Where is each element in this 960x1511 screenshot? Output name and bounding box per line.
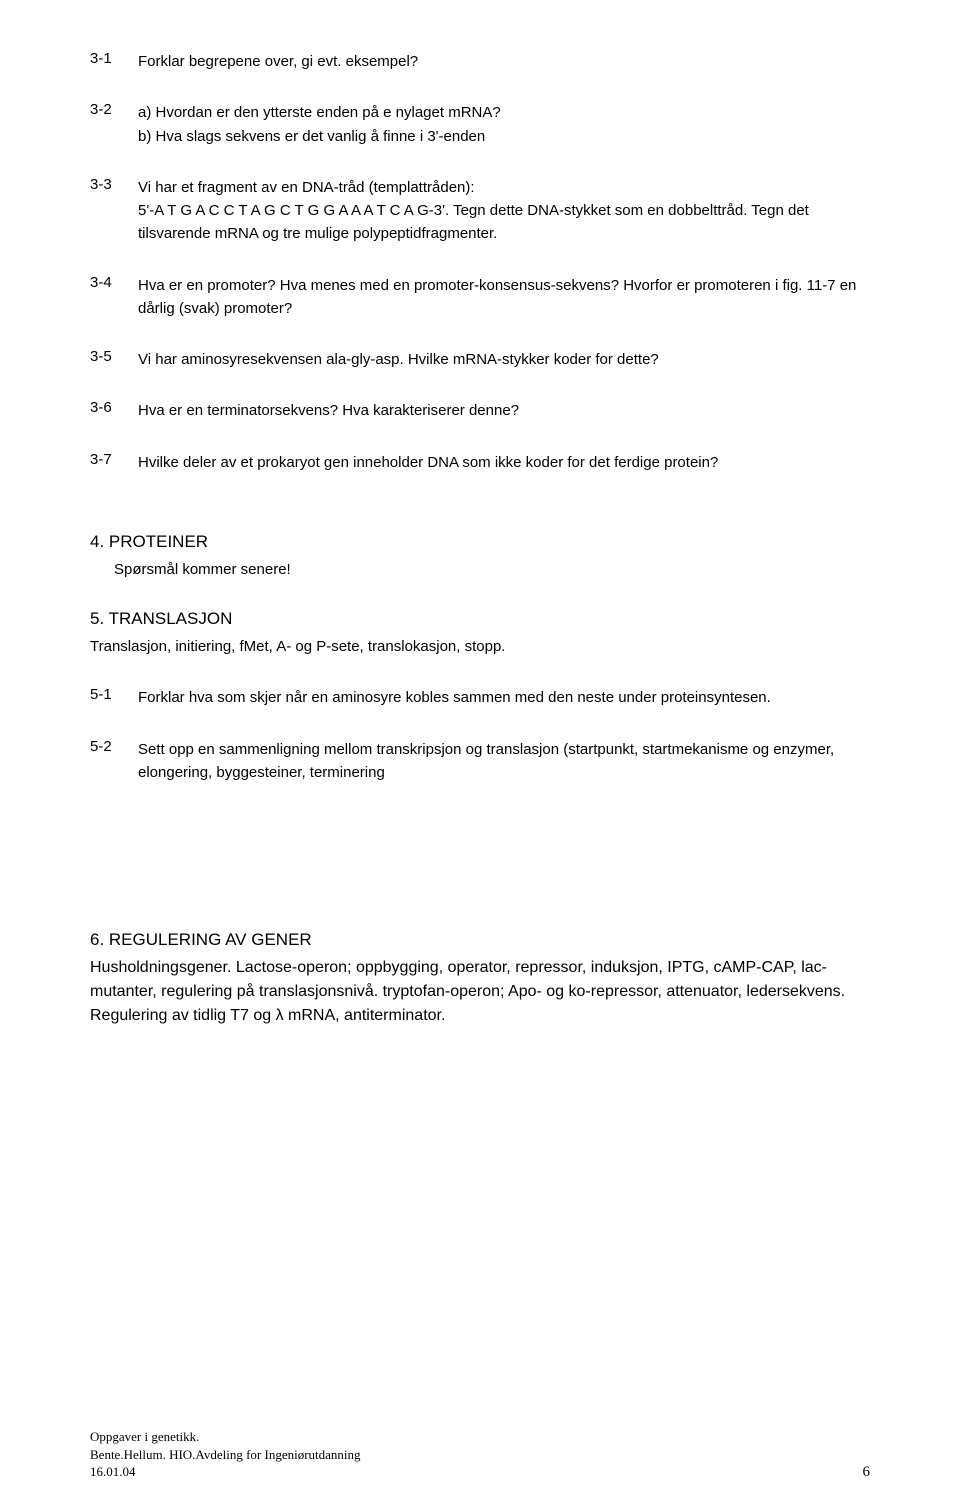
- q-text: Vi har et fragment av en DNA-tråd (templ…: [138, 176, 870, 246]
- q-number: 5-1: [90, 686, 138, 709]
- footer-line-2: Bente.Hellum. HIO.Avdeling for Ingeniøru…: [90, 1446, 361, 1464]
- question-3-3: 3-3 Vi har et fragment av en DNA-tråd (t…: [90, 176, 870, 246]
- q-text: Forklar hva som skjer når en aminosyre k…: [138, 686, 870, 709]
- q-number: 3-7: [90, 451, 138, 474]
- section-6-title: 6. REGULERING AV GENER: [90, 930, 870, 950]
- q-text: a) Hvordan er den ytterste enden på e ny…: [138, 101, 870, 148]
- question-5-2: 5-2 Sett opp en sammenligning mellom tra…: [90, 738, 870, 785]
- q-number: 3-3: [90, 176, 138, 246]
- section-4-title: 4. PROTEINER: [90, 532, 870, 552]
- question-3-4: 3-4 Hva er en promoter? Hva menes med en…: [90, 274, 870, 321]
- q-text: Sett opp en sammenligning mellom transkr…: [138, 738, 870, 785]
- q-number: 3-5: [90, 348, 138, 371]
- q-number: 3-1: [90, 50, 138, 73]
- question-3-1: 3-1 Forklar begrepene over, gi evt. ekse…: [90, 50, 870, 73]
- question-3-5: 3-5 Vi har aminosyresekvensen ala-gly-as…: [90, 348, 870, 371]
- question-3-6: 3-6 Hva er en terminatorsekvens? Hva kar…: [90, 399, 870, 422]
- page-footer: Oppgaver i genetikk. Bente.Hellum. HIO.A…: [90, 1428, 870, 1481]
- page-number: 6: [863, 1464, 871, 1481]
- section-6-body: Husholdningsgener. Lactose-operon; oppby…: [90, 956, 870, 1028]
- q-text: Hva er en promoter? Hva menes med en pro…: [138, 274, 870, 321]
- q-text: Forklar begrepene over, gi evt. eksempel…: [138, 50, 870, 73]
- q-text: Hvilke deler av et prokaryot gen innehol…: [138, 451, 870, 474]
- q-text: Hva er en terminatorsekvens? Hva karakte…: [138, 399, 870, 422]
- question-3-2: 3-2 a) Hvordan er den ytterste enden på …: [90, 101, 870, 148]
- q-number: 3-4: [90, 274, 138, 321]
- section-5-title: 5. TRANSLASJON: [90, 609, 870, 629]
- footer-line-1: Oppgaver i genetikk.: [90, 1428, 361, 1446]
- question-3-7: 3-7 Hvilke deler av et prokaryot gen inn…: [90, 451, 870, 474]
- section-5-subtitle: Translasjon, initiering, fMet, A- og P-s…: [90, 635, 870, 658]
- q-number: 3-2: [90, 101, 138, 148]
- q-number: 5-2: [90, 738, 138, 785]
- question-5-1: 5-1 Forklar hva som skjer når en aminosy…: [90, 686, 870, 709]
- section-4-subtitle: Spørsmål kommer senere!: [114, 558, 870, 581]
- q-text: Vi har aminosyresekvensen ala-gly-asp. H…: [138, 348, 870, 371]
- footer-left: Oppgaver i genetikk. Bente.Hellum. HIO.A…: [90, 1428, 361, 1481]
- q-number: 3-6: [90, 399, 138, 422]
- footer-line-3: 16.01.04: [90, 1463, 361, 1481]
